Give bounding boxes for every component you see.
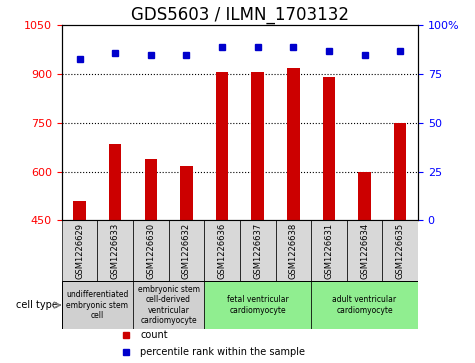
- Bar: [311, 220, 347, 281]
- Text: GSM1226638: GSM1226638: [289, 223, 298, 279]
- Text: GSM1226630: GSM1226630: [146, 223, 155, 279]
- Bar: [311, 281, 418, 329]
- Text: GSM1226632: GSM1226632: [182, 223, 191, 279]
- Bar: [216, 73, 228, 220]
- Text: GSM1226635: GSM1226635: [396, 223, 405, 279]
- Text: GSM1226636: GSM1226636: [218, 223, 227, 279]
- Text: embryonic stem
cell-derived
ventricular
cardiomyocyte: embryonic stem cell-derived ventricular …: [138, 285, 200, 325]
- Text: GSM1226637: GSM1226637: [253, 223, 262, 279]
- Bar: [73, 201, 86, 220]
- Bar: [133, 281, 204, 329]
- Bar: [169, 220, 204, 281]
- Text: cell type: cell type: [16, 300, 58, 310]
- Bar: [204, 281, 311, 329]
- Bar: [287, 68, 300, 220]
- Bar: [62, 220, 97, 281]
- Text: fetal ventricular
cardiomyocyte: fetal ventricular cardiomyocyte: [227, 295, 289, 315]
- Bar: [382, 220, 418, 281]
- Bar: [62, 281, 133, 329]
- Bar: [251, 73, 264, 220]
- Bar: [240, 220, 276, 281]
- Text: GSM1226634: GSM1226634: [360, 223, 369, 279]
- Bar: [133, 220, 169, 281]
- Text: adult ventricular
cardiomyocyte: adult ventricular cardiomyocyte: [332, 295, 397, 315]
- Bar: [358, 172, 371, 220]
- Text: percentile rank within the sample: percentile rank within the sample: [140, 347, 305, 357]
- Bar: [180, 166, 193, 220]
- Text: GSM1226629: GSM1226629: [75, 223, 84, 279]
- Text: GSM1226631: GSM1226631: [324, 223, 333, 279]
- Text: count: count: [140, 330, 168, 340]
- Text: undifferentiated
embryonic stem
cell: undifferentiated embryonic stem cell: [66, 290, 129, 320]
- Bar: [394, 123, 407, 220]
- Bar: [144, 159, 157, 220]
- Bar: [97, 220, 133, 281]
- Bar: [109, 144, 122, 220]
- Bar: [323, 77, 335, 220]
- Bar: [204, 220, 240, 281]
- Title: GDS5603 / ILMN_1703132: GDS5603 / ILMN_1703132: [131, 6, 349, 24]
- Bar: [347, 220, 382, 281]
- Bar: [276, 220, 311, 281]
- Text: GSM1226633: GSM1226633: [111, 223, 120, 279]
